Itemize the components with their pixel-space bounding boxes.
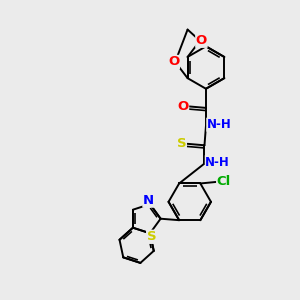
Text: N: N (143, 194, 154, 207)
Text: O: O (196, 34, 207, 47)
Text: S: S (147, 230, 156, 243)
Text: N-H: N-H (207, 118, 232, 131)
Text: O: O (168, 56, 179, 68)
Text: S: S (177, 137, 186, 150)
Text: Cl: Cl (217, 176, 231, 188)
Text: N-H: N-H (205, 156, 230, 169)
Text: O: O (177, 100, 189, 113)
